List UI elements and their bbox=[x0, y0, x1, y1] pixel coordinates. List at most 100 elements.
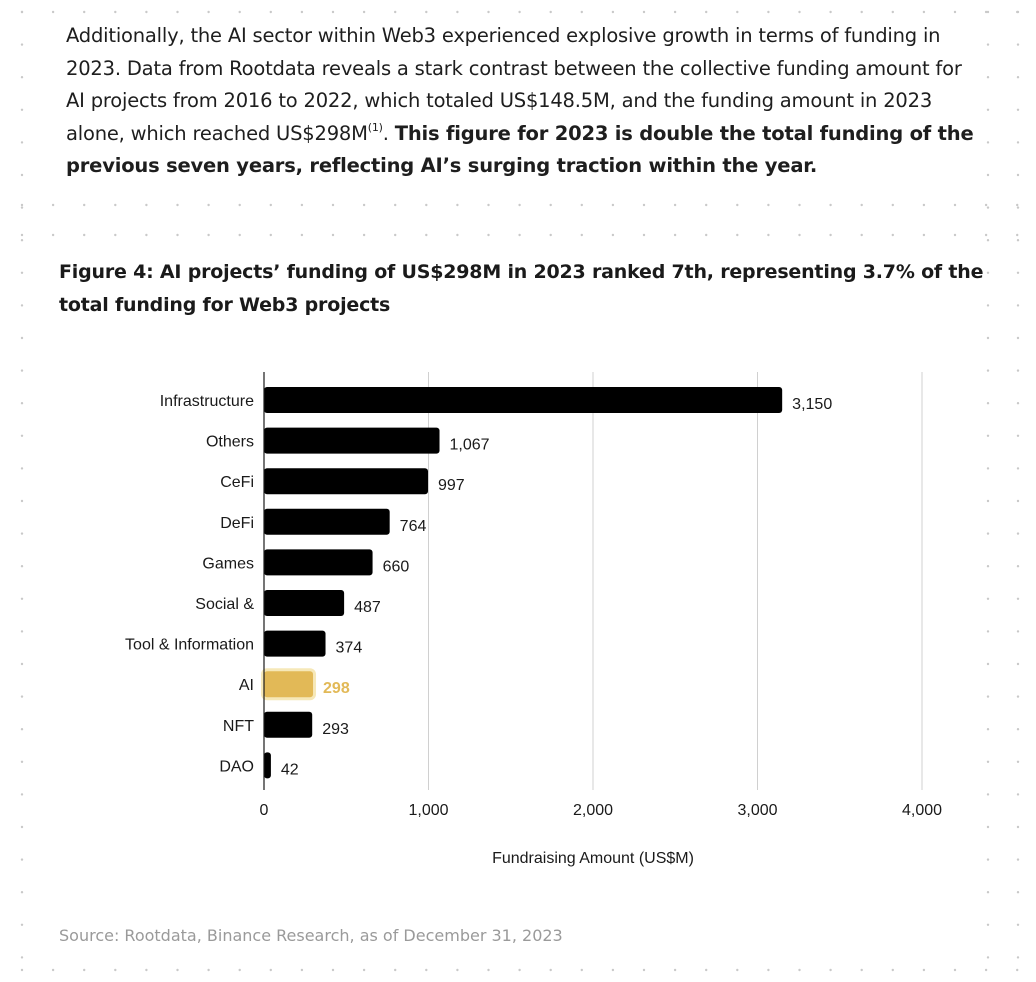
category-label: Tool & Information bbox=[125, 637, 254, 654]
dot bbox=[176, 203, 179, 207]
dot bbox=[986, 630, 990, 633]
dot bbox=[238, 968, 241, 972]
dot bbox=[207, 203, 210, 207]
dot bbox=[1016, 10, 1020, 14]
bar-tool-information bbox=[264, 630, 326, 657]
bar-cefi bbox=[264, 468, 429, 495]
dot bbox=[300, 233, 304, 237]
dot bbox=[51, 233, 55, 237]
dot bbox=[736, 203, 739, 207]
dot bbox=[456, 233, 459, 237]
dot bbox=[20, 467, 24, 470]
value-label: 1,067 bbox=[450, 437, 490, 454]
dot bbox=[986, 239, 990, 242]
x-tick-label: 2,000 bbox=[573, 802, 613, 819]
dot bbox=[1016, 43, 1020, 46]
dot bbox=[1016, 304, 1020, 307]
funding-bar-chart: Infrastructure 3,150 Others 1,067 CeFi 997 DeF… bbox=[125, 372, 943, 867]
dot bbox=[114, 203, 117, 207]
dot bbox=[953, 968, 957, 972]
dot bbox=[891, 968, 894, 972]
dot bbox=[986, 565, 990, 568]
dot bbox=[425, 203, 428, 207]
dot bbox=[767, 10, 770, 14]
dot bbox=[736, 968, 739, 972]
dot bbox=[20, 239, 24, 242]
dot bbox=[300, 968, 304, 972]
x-tick-label: 1,000 bbox=[408, 802, 448, 819]
dot bbox=[1016, 532, 1020, 535]
dot bbox=[642, 968, 646, 972]
dot bbox=[518, 233, 521, 237]
dot bbox=[549, 968, 552, 972]
dot bbox=[798, 203, 801, 207]
dot bbox=[362, 968, 366, 972]
bar-infrastructure bbox=[264, 387, 783, 413]
x-tick-label: 3,000 bbox=[737, 802, 777, 819]
value-label: 487 bbox=[354, 599, 381, 616]
dot bbox=[986, 304, 990, 307]
dot bbox=[362, 10, 366, 14]
value-label: 42 bbox=[281, 761, 299, 778]
dot bbox=[860, 10, 863, 14]
x-axis-ticks: 0 1,000 2,000 3,000 4,000 bbox=[260, 802, 943, 819]
dot bbox=[986, 728, 990, 731]
dot bbox=[891, 10, 894, 14]
dot bbox=[1016, 565, 1020, 568]
dot bbox=[20, 206, 24, 209]
dot bbox=[518, 10, 521, 14]
dot bbox=[767, 968, 770, 972]
dot bbox=[953, 233, 957, 237]
dot bbox=[1016, 858, 1020, 861]
category-label: DAO bbox=[219, 758, 254, 775]
dot bbox=[1016, 467, 1020, 470]
bar-social bbox=[264, 590, 345, 616]
dot bbox=[20, 108, 24, 112]
dot bbox=[1016, 369, 1020, 372]
dot bbox=[1016, 597, 1020, 600]
dot bbox=[642, 233, 646, 237]
dot bbox=[20, 858, 24, 861]
dot bbox=[20, 141, 24, 144]
dot bbox=[1016, 968, 1019, 972]
dot bbox=[176, 968, 179, 972]
dot bbox=[891, 233, 894, 237]
dot bbox=[1016, 630, 1020, 633]
dot bbox=[1016, 233, 1019, 237]
dot bbox=[394, 10, 397, 14]
dot bbox=[176, 233, 179, 237]
dot bbox=[518, 968, 521, 972]
dot bbox=[51, 203, 55, 207]
dot bbox=[705, 233, 708, 237]
dot bbox=[456, 10, 459, 14]
dot bbox=[487, 968, 490, 972]
dot bbox=[922, 10, 926, 14]
dot bbox=[829, 233, 832, 237]
dot bbox=[331, 968, 335, 972]
dot bbox=[20, 434, 24, 437]
dot bbox=[20, 173, 24, 177]
dot bbox=[51, 968, 55, 972]
dot bbox=[269, 203, 272, 207]
dot bbox=[207, 968, 210, 972]
dot bbox=[986, 467, 990, 470]
dot bbox=[986, 369, 990, 372]
dot bbox=[580, 10, 583, 14]
source-note: Source: Rootdata, Binance Research, as o… bbox=[59, 926, 563, 945]
dot bbox=[1016, 271, 1020, 274]
value-label: 997 bbox=[438, 477, 465, 494]
dot bbox=[269, 968, 272, 972]
dot bbox=[580, 233, 583, 237]
x-tick-label: 0 bbox=[260, 802, 269, 819]
dot bbox=[673, 203, 677, 207]
category-label: Social & bbox=[195, 596, 254, 613]
bar-games bbox=[264, 549, 373, 576]
dot bbox=[986, 662, 990, 666]
dot bbox=[20, 10, 24, 14]
dot bbox=[891, 203, 894, 207]
dot bbox=[984, 10, 988, 14]
dot bbox=[922, 233, 926, 237]
dot bbox=[456, 968, 459, 972]
dot bbox=[986, 402, 990, 405]
